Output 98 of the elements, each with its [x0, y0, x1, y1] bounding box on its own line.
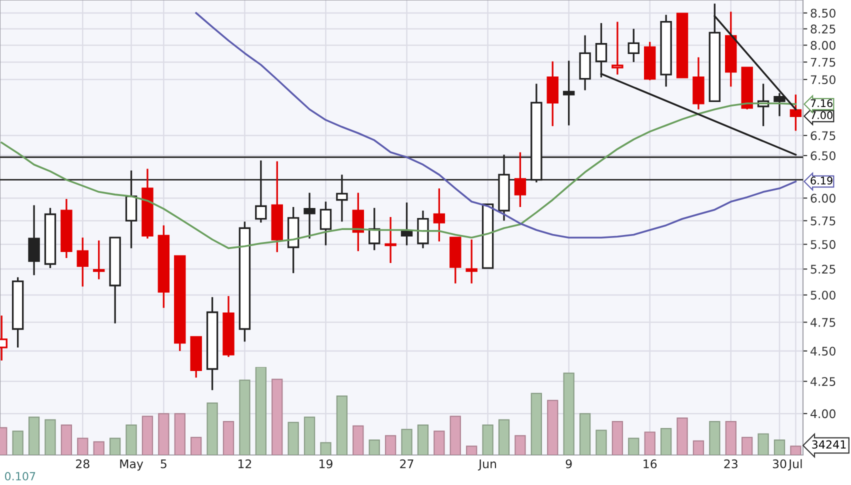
bar	[709, 421, 720, 455]
bar	[304, 416, 316, 455]
bar	[142, 416, 154, 455]
bar	[482, 424, 494, 455]
bar	[790, 446, 802, 455]
candlestick	[304, 192, 316, 240]
data-label: 6.19	[810, 176, 832, 185]
y-tick-label: 6.50	[810, 151, 836, 160]
bar	[239, 380, 250, 455]
bar	[222, 421, 234, 455]
x-tick-label: 27	[400, 459, 414, 468]
y-tick-label: 8.50	[810, 8, 836, 18]
candlestick	[320, 200, 332, 246]
x-tick-label: 9	[566, 459, 572, 468]
bar	[692, 440, 704, 455]
text: 7.00	[810, 111, 832, 120]
bar	[174, 413, 186, 455]
bar	[206, 402, 218, 455]
bar	[774, 439, 786, 455]
candlestick	[433, 188, 446, 242]
bar	[579, 413, 591, 455]
x-tick-label: 16	[644, 459, 657, 468]
x-tick-label: 12	[238, 459, 252, 468]
candlestick	[612, 20, 624, 76]
y-tick-label: 5.00	[810, 290, 836, 300]
x-tick-label: 19	[320, 459, 332, 468]
bar	[288, 422, 299, 455]
bar	[336, 395, 348, 455]
candlestick	[562, 60, 575, 126]
bar	[12, 430, 24, 455]
y-tick-label: 4.25	[810, 377, 836, 386]
bar	[596, 430, 607, 455]
bar	[28, 416, 40, 455]
candlestick	[28, 204, 40, 276]
candlestick	[336, 174, 348, 222]
bar	[384, 435, 396, 455]
candlestick	[790, 94, 802, 132]
bar	[417, 424, 429, 455]
bar	[255, 367, 266, 455]
line-series	[195, 12, 797, 239]
y-tick-label: 8.00	[810, 40, 836, 50]
y-tick-label: 5.75	[810, 216, 836, 226]
bar	[758, 433, 769, 455]
bar	[368, 439, 380, 455]
text: 0.107	[4, 472, 36, 480]
bar	[272, 378, 283, 455]
y-tick-label: 5.25	[810, 264, 836, 274]
candlestick	[255, 160, 267, 224]
bar	[547, 400, 558, 455]
x-tick-label: 5	[160, 460, 166, 468]
bar	[158, 413, 170, 455]
x-tick-label: Jun	[478, 460, 496, 470]
x-tick-label: May	[120, 460, 144, 471]
bar	[628, 438, 640, 455]
candlestick	[384, 216, 396, 264]
x-tick-label: Jul	[788, 459, 802, 470]
candlestick	[514, 151, 526, 208]
bar	[44, 419, 56, 455]
candlestick	[92, 240, 105, 280]
y-tick-label: 4.50	[810, 346, 836, 356]
x-tick-label: 28	[76, 459, 90, 468]
bar	[190, 436, 202, 455]
bar	[450, 416, 461, 455]
y-tick-label: 4.00	[810, 409, 836, 418]
bar	[660, 428, 672, 455]
bar	[725, 421, 736, 455]
bar	[60, 424, 72, 455]
bar	[612, 421, 624, 455]
bar	[742, 436, 753, 455]
bar	[676, 417, 688, 455]
y-tick-label: 6.00	[810, 194, 836, 203]
y-tick-label: 6.75	[810, 131, 836, 140]
bar	[514, 435, 526, 455]
bar	[126, 424, 137, 455]
bar	[93, 441, 104, 455]
bar	[466, 446, 478, 455]
y-tick-label: 4.75	[810, 318, 836, 327]
bar	[401, 428, 412, 455]
bar	[77, 438, 88, 455]
data-label: 7.16	[810, 99, 832, 108]
candlestick	[628, 28, 640, 63]
bar	[644, 432, 656, 455]
x-tick-label: 30	[772, 459, 786, 468]
bar	[434, 430, 445, 455]
bar	[530, 392, 542, 455]
candlestick	[466, 238, 478, 284]
candlestick	[76, 236, 89, 288]
text: 34241	[812, 440, 846, 449]
bar	[563, 372, 574, 455]
y-tick-label: 5.50	[810, 240, 836, 249]
x-tick-label: 23	[724, 459, 738, 468]
bar	[352, 425, 364, 455]
y-tick-label: 7.75	[810, 58, 836, 67]
y-tick-label: 7.50	[810, 75, 836, 84]
y-tick-label: 8.25	[810, 24, 836, 34]
bar	[320, 442, 332, 455]
bar	[109, 438, 121, 455]
bar	[498, 419, 510, 455]
